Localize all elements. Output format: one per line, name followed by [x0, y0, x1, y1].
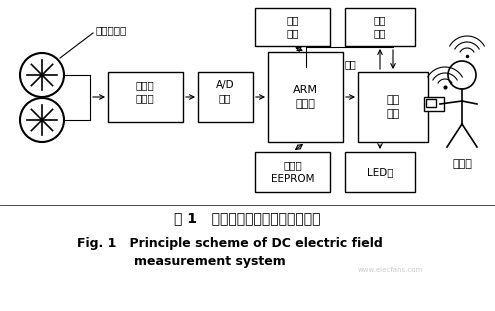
Text: 图 1   直流电场测量系统原理示意图: 图 1 直流电场测量系统原理示意图: [174, 211, 320, 225]
Bar: [345, 8, 415, 46]
Bar: [358, 72, 428, 142]
Text: 上位机: 上位机: [452, 159, 472, 169]
Text: 液晶
显示: 液晶 显示: [374, 16, 386, 39]
Text: measurement system: measurement system: [134, 256, 286, 268]
Text: 电场传感器: 电场传感器: [95, 25, 126, 35]
Text: 看门狗
EEPROM: 看门狗 EEPROM: [271, 160, 314, 183]
Text: 模拟调
理电路: 模拟调 理电路: [136, 81, 154, 104]
Text: LED灯: LED灯: [367, 167, 393, 177]
Bar: [424, 97, 444, 111]
Text: ARM
处理器: ARM 处理器: [293, 86, 318, 109]
Text: www.elecfans.com: www.elecfans.com: [357, 267, 423, 273]
Bar: [426, 99, 436, 107]
Bar: [108, 72, 183, 122]
Bar: [198, 72, 253, 122]
Bar: [255, 8, 330, 46]
Bar: [255, 152, 330, 192]
Text: 串口: 串口: [345, 59, 356, 69]
Bar: [345, 152, 415, 192]
Text: Fig. 1   Principle scheme of DC electric field: Fig. 1 Principle scheme of DC electric f…: [77, 236, 383, 249]
Text: A/D
转换: A/D 转换: [216, 81, 234, 104]
Text: 缓冲
区域: 缓冲 区域: [286, 16, 299, 39]
Bar: [268, 52, 343, 142]
Text: 无线
模块: 无线 模块: [387, 95, 399, 118]
